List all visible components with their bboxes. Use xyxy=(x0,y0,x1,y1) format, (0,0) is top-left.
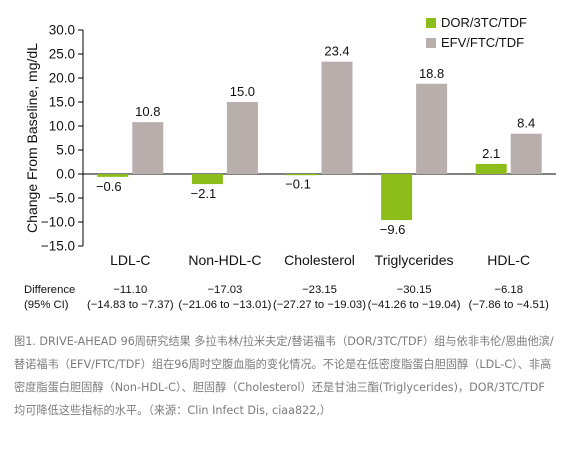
figure-caption: 图1. DRIVE-AHEAD 96周研究结果 多拉韦林/拉米夫定/替诺福韦（D… xyxy=(14,335,554,417)
chart-axes: 30.0 25.0 20.0 15.0 10.0 5.0 0.0 −5.0 −10.0 −15.0… xyxy=(24,23,556,268)
bar-chart: 30.0 25.0 20.0 15.0 10.0 5.0 0.0 −5.0 −10.0 −15.0… xyxy=(24,15,556,268)
y-tick-label: 30.0 xyxy=(49,23,75,38)
difference-value: −23.15 xyxy=(302,284,337,296)
difference-ci: (−27.27 to −19.03) xyxy=(273,299,366,311)
chart-bars: −0.6 10.8 −2.1 15.0 −0.1 23.4 −9.6 18.8 2.1 8.4 xyxy=(96,44,542,237)
x-category-label: Triglycerides xyxy=(375,252,454,268)
y-tick-label: 25.0 xyxy=(49,47,75,62)
difference-value: −6.18 xyxy=(494,284,523,296)
difference-ci-label: (95% CI) xyxy=(24,299,69,311)
data-label: 8.4 xyxy=(517,116,535,131)
y-tick-label: 5.0 xyxy=(56,143,75,158)
x-category-label: Cholesterol xyxy=(284,252,355,268)
bar-efv xyxy=(226,102,258,174)
bar-dor xyxy=(381,174,413,221)
bar-efv xyxy=(510,133,542,174)
x-category-label: Non-HDL-C xyxy=(188,252,261,268)
y-tick-label: −10.0 xyxy=(41,215,75,230)
y-tick-label: 0.0 xyxy=(56,167,75,182)
chart-legend: DOR/3TC/TDF EFV/FTC/TDF xyxy=(426,15,527,50)
bar-efv xyxy=(321,61,353,174)
x-category-label: HDL-C xyxy=(487,252,530,268)
legend-label: DOR/3TC/TDF xyxy=(441,15,527,30)
y-tick-label: 10.0 xyxy=(49,119,75,134)
y-tick-label: 15.0 xyxy=(49,95,75,110)
difference-ci: (−14.83 to −7.37) xyxy=(86,299,174,311)
bar-efv xyxy=(132,122,164,174)
data-label: −0.6 xyxy=(96,179,122,194)
data-label: −0.1 xyxy=(285,176,311,191)
difference-ci: (−21.06 to −13.01) xyxy=(178,299,272,311)
bar-dor xyxy=(97,174,129,177)
legend-label: EFV/FTC/TDF xyxy=(441,35,524,50)
difference-ci: (−7.86 to −4.51) xyxy=(468,299,549,311)
data-label: 18.8 xyxy=(419,66,444,81)
data-label: 15.0 xyxy=(230,84,255,99)
legend-swatch xyxy=(426,18,436,28)
difference-value: −30.15 xyxy=(396,284,432,296)
bar-dor xyxy=(191,174,223,185)
bar-efv xyxy=(416,83,448,174)
data-label: −2.1 xyxy=(191,186,217,201)
data-label: 23.4 xyxy=(324,44,349,59)
bar-dor xyxy=(286,174,318,176)
y-tick-label: −5.0 xyxy=(48,191,75,206)
x-category-label: LDL-C xyxy=(110,252,150,268)
legend-swatch xyxy=(426,38,436,48)
difference-label: Difference xyxy=(24,284,76,296)
difference-value: −11.10 xyxy=(113,284,148,296)
data-label: 2.1 xyxy=(482,146,500,161)
y-tick-label: 20.0 xyxy=(49,71,75,86)
y-axis-label: Change From Baseline, mg/dL xyxy=(24,43,40,233)
data-label: 10.8 xyxy=(135,104,160,119)
data-label: −9.6 xyxy=(380,222,406,237)
bar-dor xyxy=(475,163,507,174)
difference-ci: (−41.26 to −19.04) xyxy=(367,299,461,311)
y-tick-label: −15.0 xyxy=(41,239,75,254)
difference-value: −17.03 xyxy=(207,284,243,296)
